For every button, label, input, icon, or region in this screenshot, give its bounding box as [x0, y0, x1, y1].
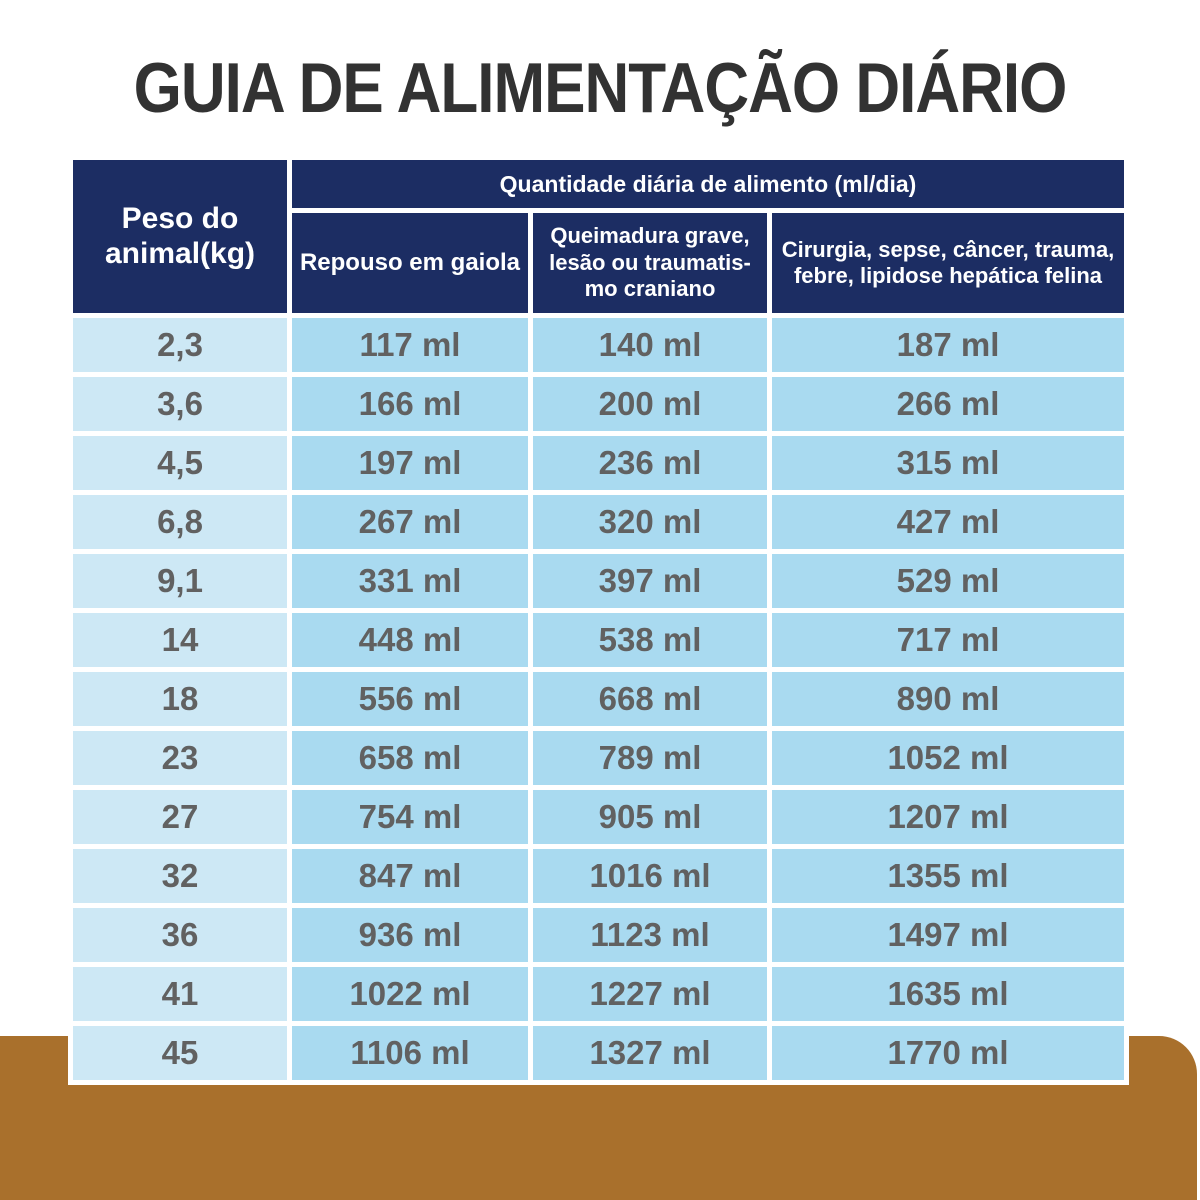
value-cell: 331 ml [292, 554, 528, 608]
value-cell: 1052 ml [772, 731, 1124, 785]
value-cell: 266 ml [772, 377, 1124, 431]
value-cell: 905 ml [533, 790, 767, 844]
group-header-cell: Quantidade diária de alimento (ml/dia) [292, 160, 1124, 208]
value-cell: 789 ml [533, 731, 767, 785]
value-cell: 717 ml [772, 613, 1124, 667]
weight-cell: 23 [73, 731, 287, 785]
value-cell: 397 ml [533, 554, 767, 608]
value-cell: 556 ml [292, 672, 528, 726]
weight-header-cell: Peso do animal(kg) [73, 160, 287, 313]
condition-header-burn-trauma: Queimadura grave, lesão ou traumatis- mo… [533, 213, 767, 313]
weight-cell: 18 [73, 672, 287, 726]
feeding-guide-table: Peso do animal(kg) Quantidade diária de … [68, 155, 1129, 1085]
value-cell: 320 ml [533, 495, 767, 549]
value-cell: 1355 ml [772, 849, 1124, 903]
weight-cell: 45 [73, 1026, 287, 1080]
value-cell: 754 ml [292, 790, 528, 844]
weight-cell: 41 [73, 967, 287, 1021]
weight-cell: 4,5 [73, 436, 287, 490]
weight-cell: 3,6 [73, 377, 287, 431]
value-cell: 1106 ml [292, 1026, 528, 1080]
value-cell: 1327 ml [533, 1026, 767, 1080]
value-cell: 658 ml [292, 731, 528, 785]
value-cell: 1123 ml [533, 908, 767, 962]
value-cell: 890 ml [772, 672, 1124, 726]
value-cell: 236 ml [533, 436, 767, 490]
weight-cell: 32 [73, 849, 287, 903]
value-cell: 117 ml [292, 318, 528, 372]
page-title: GUIA DE ALIMENTAÇÃO DIÁRIO [133, 49, 1068, 128]
weight-cell: 36 [73, 908, 287, 962]
value-cell: 315 ml [772, 436, 1124, 490]
value-cell: 847 ml [292, 849, 528, 903]
value-cell: 1635 ml [772, 967, 1124, 1021]
weight-cell: 6,8 [73, 495, 287, 549]
value-cell: 187 ml [772, 318, 1124, 372]
value-cell: 936 ml [292, 908, 528, 962]
value-cell: 166 ml [292, 377, 528, 431]
value-cell: 668 ml [533, 672, 767, 726]
value-cell: 267 ml [292, 495, 528, 549]
condition-header-surgery-sepsis: Cirurgia, sepse, câncer, trauma, febre, … [772, 213, 1124, 313]
value-cell: 1022 ml [292, 967, 528, 1021]
value-cell: 529 ml [772, 554, 1124, 608]
value-cell: 427 ml [772, 495, 1124, 549]
condition-header-cage-rest: Repouso em gaiola [292, 213, 528, 313]
value-cell: 197 ml [292, 436, 528, 490]
weight-cell: 2,3 [73, 318, 287, 372]
value-cell: 538 ml [533, 613, 767, 667]
value-cell: 1497 ml [772, 908, 1124, 962]
value-cell: 1227 ml [533, 967, 767, 1021]
value-cell: 1207 ml [772, 790, 1124, 844]
weight-cell: 9,1 [73, 554, 287, 608]
value-cell: 200 ml [533, 377, 767, 431]
value-cell: 1016 ml [533, 849, 767, 903]
value-cell: 140 ml [533, 318, 767, 372]
weight-cell: 27 [73, 790, 287, 844]
value-cell: 448 ml [292, 613, 528, 667]
weight-cell: 14 [73, 613, 287, 667]
value-cell: 1770 ml [772, 1026, 1124, 1080]
